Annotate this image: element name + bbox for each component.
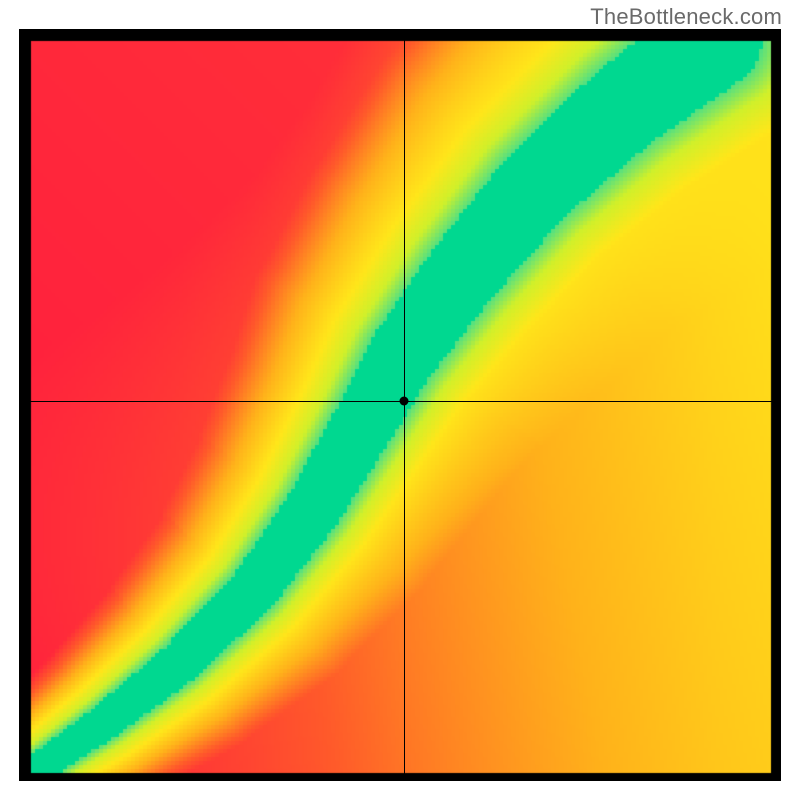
plot-area [19, 29, 781, 781]
watermark-text: TheBottleneck.com [590, 4, 782, 30]
chart-container: { "watermark": "TheBottleneck.com", "cha… [0, 0, 800, 800]
data-point [399, 397, 408, 406]
heatmap-canvas [19, 29, 781, 781]
